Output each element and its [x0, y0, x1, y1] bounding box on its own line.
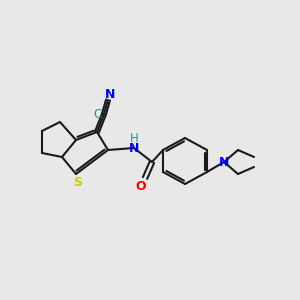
Text: O: O: [136, 179, 146, 193]
Text: H: H: [130, 133, 138, 146]
Text: C: C: [93, 109, 101, 122]
Text: S: S: [74, 176, 82, 188]
Text: N: N: [105, 88, 115, 101]
Text: N: N: [129, 142, 139, 155]
Text: N: N: [219, 155, 229, 169]
